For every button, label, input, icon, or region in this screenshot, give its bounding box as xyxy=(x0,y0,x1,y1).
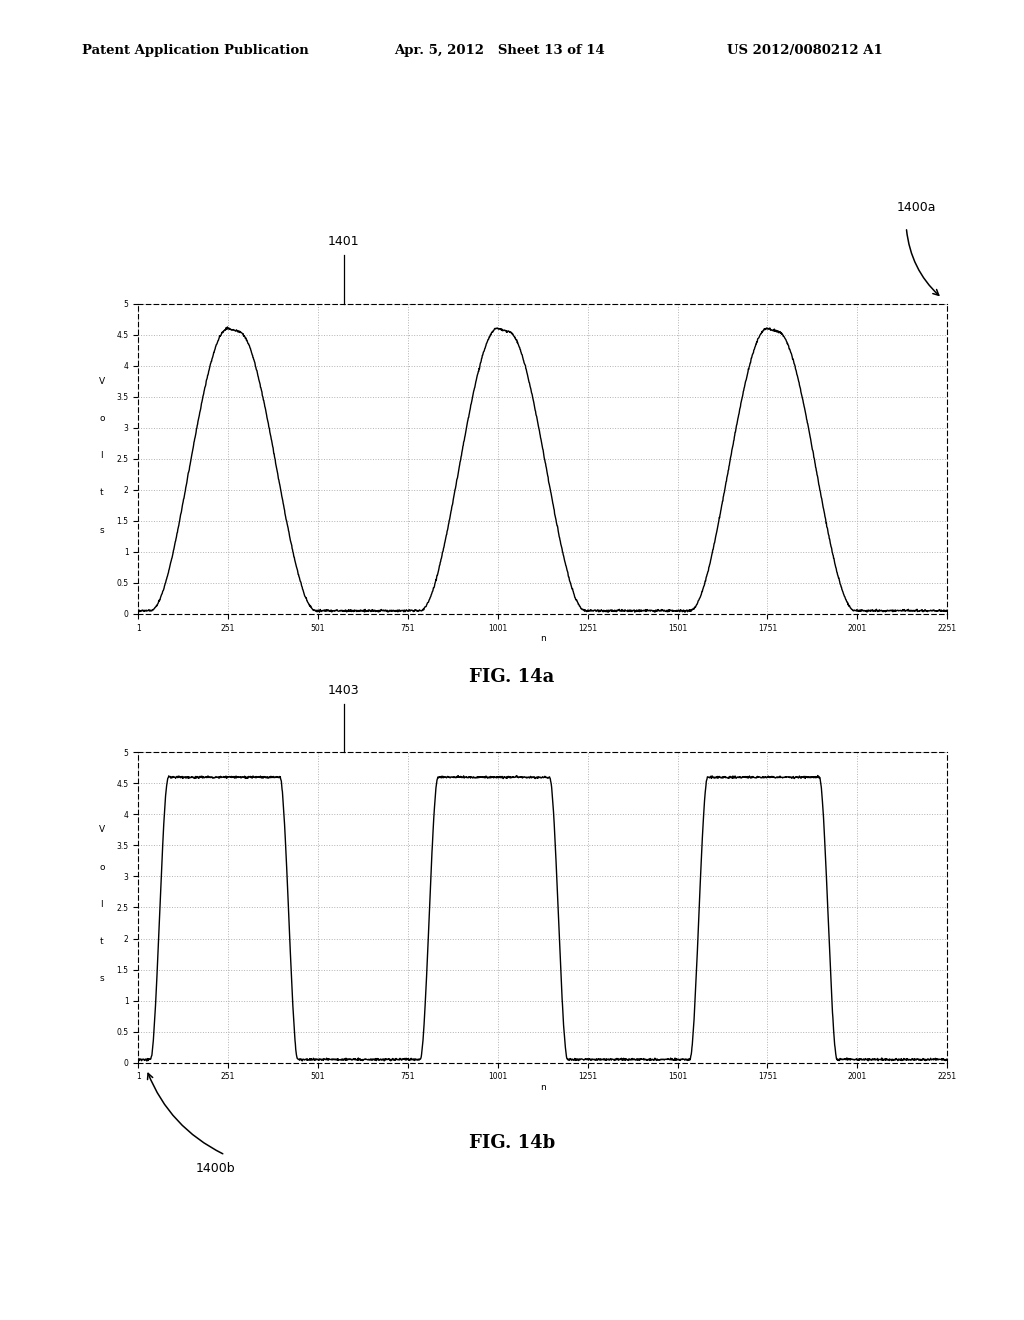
Text: t: t xyxy=(100,488,103,498)
Text: t: t xyxy=(100,937,103,946)
Text: V: V xyxy=(98,376,104,385)
Text: US 2012/0080212 A1: US 2012/0080212 A1 xyxy=(727,44,883,57)
Text: o: o xyxy=(99,414,104,422)
X-axis label: n: n xyxy=(540,1082,546,1092)
Text: o: o xyxy=(99,863,104,871)
Text: 1400a: 1400a xyxy=(897,201,936,214)
Text: V: V xyxy=(98,825,104,834)
Text: FIG. 14b: FIG. 14b xyxy=(469,1134,555,1152)
Text: l: l xyxy=(100,900,103,909)
Text: 1400b: 1400b xyxy=(196,1162,234,1175)
Text: s: s xyxy=(99,525,104,535)
Text: 1401: 1401 xyxy=(328,235,359,248)
Text: l: l xyxy=(100,451,103,461)
Text: Apr. 5, 2012   Sheet 13 of 14: Apr. 5, 2012 Sheet 13 of 14 xyxy=(394,44,605,57)
Text: s: s xyxy=(99,974,104,983)
X-axis label: n: n xyxy=(540,634,546,643)
Text: FIG. 14a: FIG. 14a xyxy=(469,668,555,686)
Text: 1403: 1403 xyxy=(328,684,359,697)
Text: Patent Application Publication: Patent Application Publication xyxy=(82,44,308,57)
